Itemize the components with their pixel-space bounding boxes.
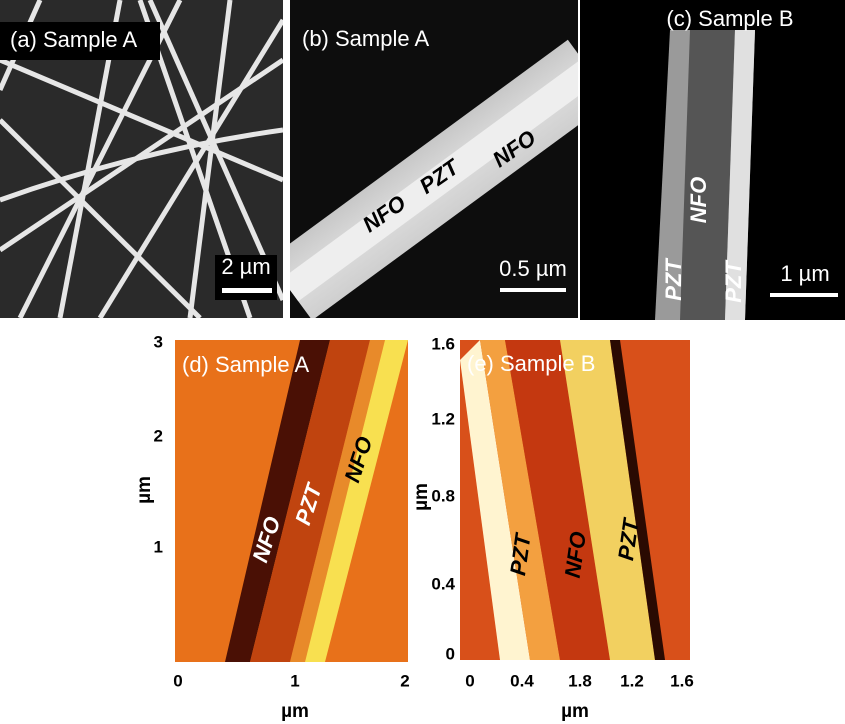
x-tick-label: 1.8 xyxy=(568,671,592,690)
x-tick-label: 1.2 xyxy=(620,671,644,690)
x-axis-label: µm xyxy=(561,701,589,722)
x-tick-label: 0.4 xyxy=(510,671,534,690)
annotation: PZT xyxy=(721,260,746,303)
panel-b: (b) Sample A NFO PZT NFO 0.5 µm xyxy=(290,0,590,318)
panel-c: (c) Sample B NFO PZT PZT 1 µm xyxy=(580,0,845,320)
scale-bar-label: 1 µm xyxy=(780,261,829,286)
x-tick-label: 1.6 xyxy=(670,671,694,690)
scale-bar-label: 2 µm xyxy=(221,254,270,279)
y-tick-label: 3 xyxy=(154,332,163,351)
y-tick-label: 1.2 xyxy=(431,409,455,428)
scale-bar-label: 0.5 µm xyxy=(499,256,567,281)
panel-label: (e) Sample B xyxy=(467,351,595,376)
panel-label: (a) Sample A xyxy=(10,27,137,52)
y-tick-label: 0 xyxy=(446,644,455,663)
panel-label: (b) Sample A xyxy=(302,26,429,51)
x-tick-label: 1 xyxy=(290,671,299,690)
y-tick-label: 0.8 xyxy=(431,486,455,505)
x-tick-label: 0 xyxy=(173,671,182,690)
x-axis-label: µm xyxy=(281,701,309,722)
panel-label: (d) Sample A xyxy=(182,352,309,377)
y-axis-label: µm xyxy=(134,476,155,504)
y-axis-label: µm xyxy=(411,483,432,511)
annotation: NFO xyxy=(686,177,711,223)
x-tick-label: 2 xyxy=(400,671,409,690)
y-tick-label: 1 xyxy=(154,537,163,556)
panel-a: (a) Sample A 2 µm xyxy=(0,0,283,318)
y-tick-label: 1.6 xyxy=(431,334,455,353)
panel-label: (c) Sample B xyxy=(666,6,793,31)
x-tick-label: 0 xyxy=(465,671,474,690)
y-tick-label: 2 xyxy=(154,426,163,445)
y-tick-label: 0.4 xyxy=(431,574,455,593)
figure: (a) Sample A 2 µm (b) Sample A NFO PZT N… xyxy=(0,0,845,724)
panel-e: (e) Sample B PZT NFO PZT 1.6 1.2 0.8 0.4… xyxy=(411,334,694,722)
annotation: PZT xyxy=(661,258,686,301)
panel-d: (d) Sample A NFO PZT NFO 3 2 1 0 1 2 µm … xyxy=(134,332,410,722)
